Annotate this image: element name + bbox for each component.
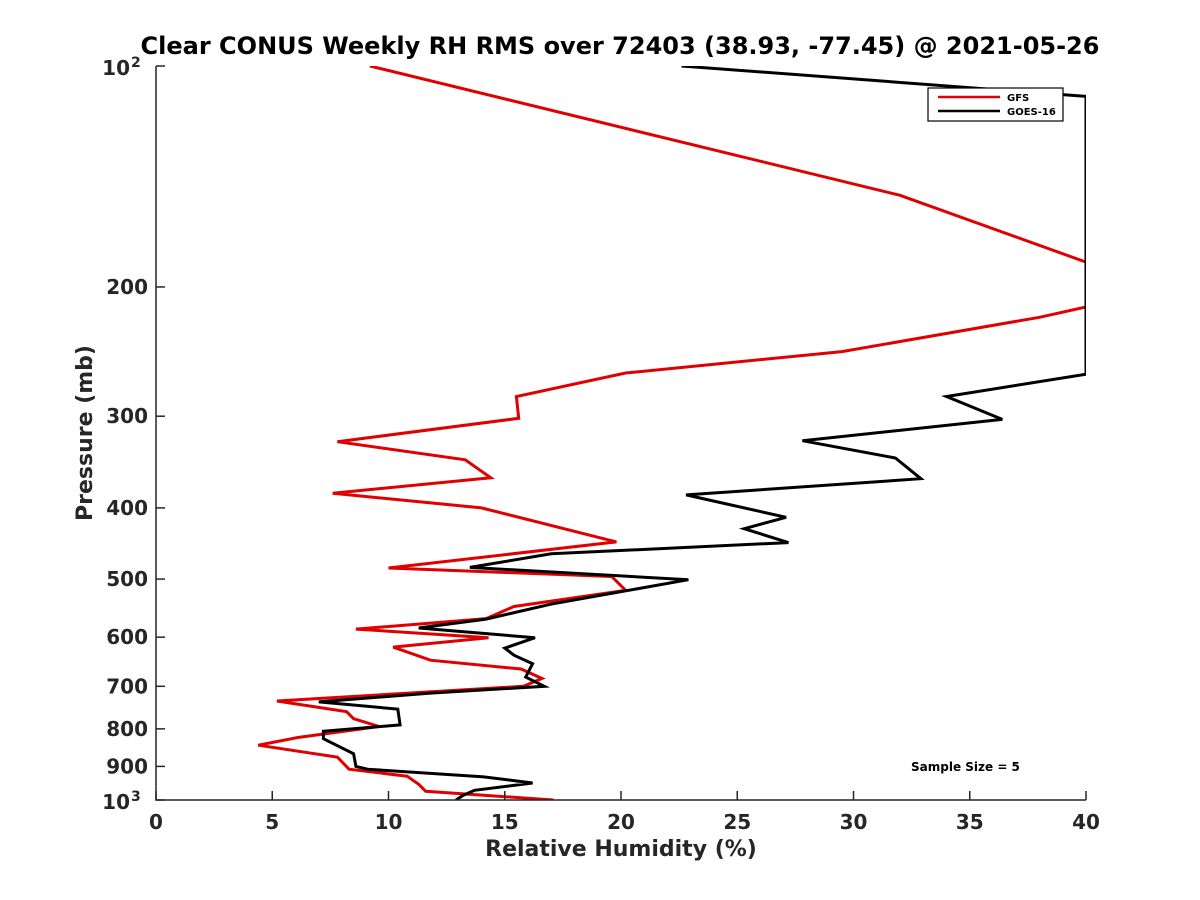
x-tick-label: 30 <box>840 810 868 834</box>
legend-box <box>927 87 1064 122</box>
x-tick-label: 10 <box>375 810 403 834</box>
y-tick-exponent: 2 <box>131 55 141 71</box>
x-tick-label: 20 <box>607 810 635 834</box>
y-tick-label: 600 <box>106 625 148 649</box>
x-tick-label: 25 <box>723 810 751 834</box>
y-tick-label: 500 <box>106 567 148 591</box>
y-tick-label: 700 <box>106 674 148 698</box>
series-layer <box>258 66 1086 800</box>
chart-title: Clear CONUS Weekly RH RMS over 72403 (38… <box>141 32 1100 60</box>
y-tick-label: 300 <box>106 404 148 428</box>
y-tick-label: 200 <box>106 275 148 299</box>
y-axis-label: Pressure (mb) <box>73 345 98 521</box>
legend-label-goes16: GOES-16 <box>1007 107 1056 118</box>
legend-label-gfs: GFS <box>1007 93 1029 104</box>
y-tick-label: 900 <box>106 754 148 778</box>
x-axis-ticks: 0 5 10 15 20 25 30 35 40 <box>149 791 1100 834</box>
axes-frame <box>155 66 1086 801</box>
x-tick-label: 40 <box>1072 810 1100 834</box>
x-tick-label: 0 <box>149 810 163 834</box>
x-tick-label: 35 <box>956 810 984 834</box>
x-tick-label: 15 <box>491 810 519 834</box>
series-line-goes16 <box>318 66 1086 800</box>
y-tick-label: 400 <box>106 496 148 520</box>
y-tick-exponent: 3 <box>131 789 141 805</box>
sample-size-annotation: Sample Size = 5 <box>911 760 1020 774</box>
y-tick-label: 800 <box>106 717 148 741</box>
series-line-gfs <box>258 66 1086 800</box>
x-axis-label: Relative Humidity (%) <box>485 837 757 862</box>
legend: GFS GOES-16 <box>927 87 1064 122</box>
plot-area: 0 5 10 15 20 25 30 35 40 10 220030040050060070080… <box>102 55 1100 834</box>
x-tick-label: 5 <box>265 810 279 834</box>
y-tick-label: 10 <box>102 56 130 80</box>
y-tick-label: 10 <box>102 790 130 814</box>
